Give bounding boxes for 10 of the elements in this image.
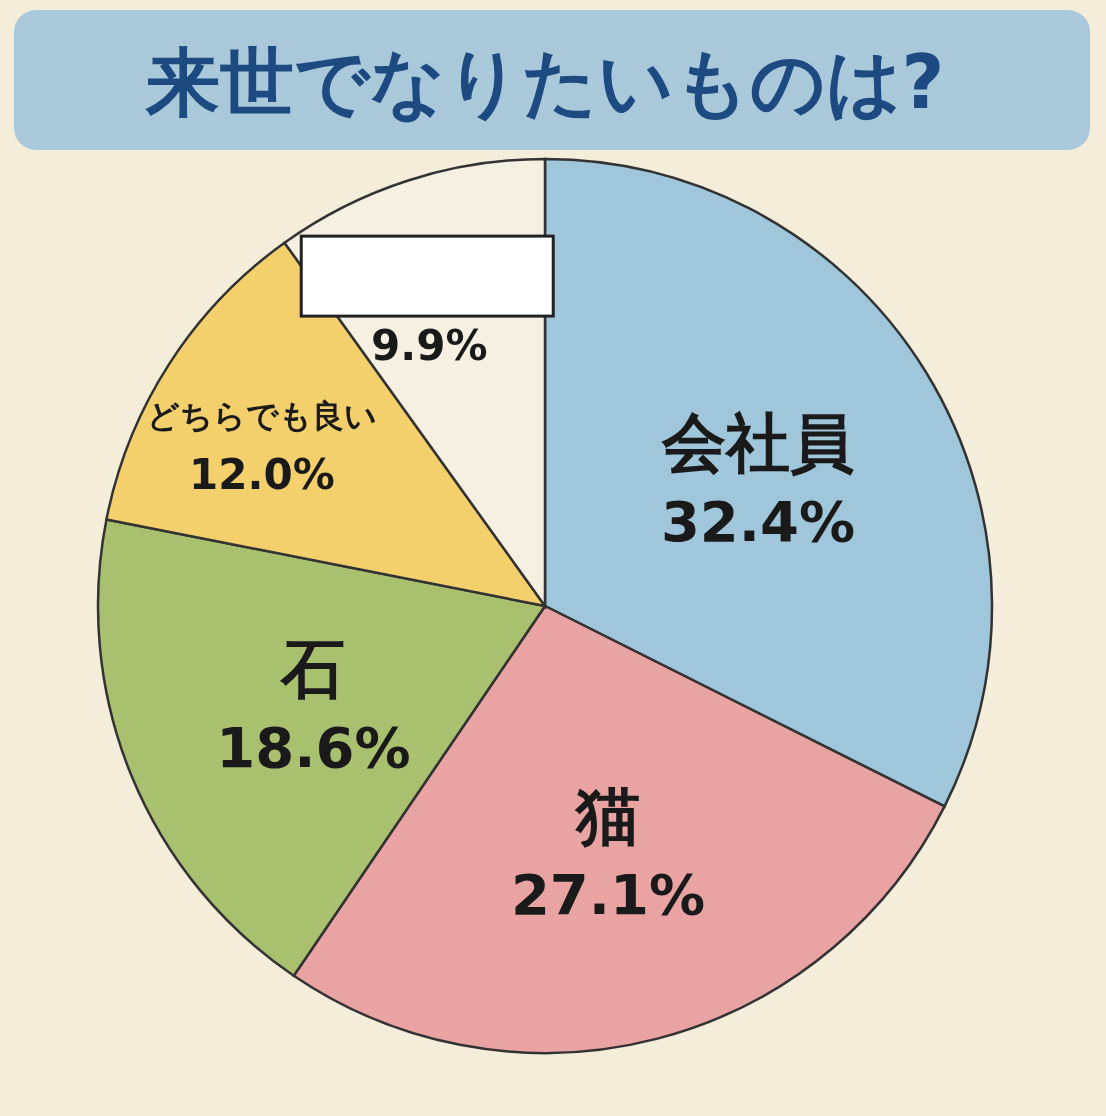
chart-title: 来世でなりたいものは? (144, 39, 945, 125)
data-label: 9.9% (371, 321, 488, 371)
data-label: 18.6% (216, 715, 411, 781)
data-label: 27.1% (510, 862, 706, 928)
slice-label: どちらでも良い (146, 396, 377, 435)
data-label: 32.4% (660, 488, 856, 554)
slice-label: 石 (279, 632, 346, 707)
slice-label: 猫 (574, 779, 641, 854)
data-label: 12.0% (189, 449, 335, 499)
slice-label: 会社員 (661, 405, 855, 480)
